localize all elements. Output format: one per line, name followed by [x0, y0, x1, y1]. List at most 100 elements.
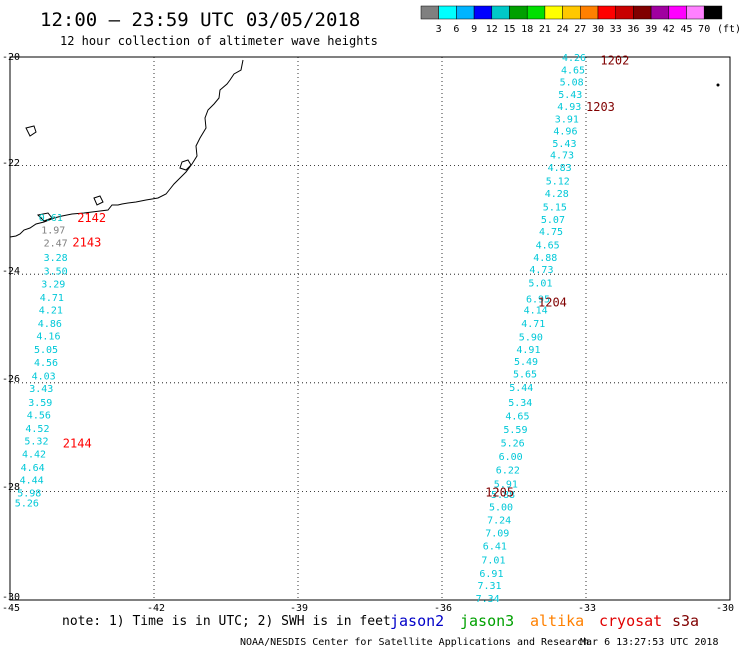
swh-value: 5.98	[17, 489, 41, 500]
map-frame	[9, 56, 731, 601]
x-tick: -30	[716, 603, 734, 614]
scale-label: 27	[574, 24, 586, 35]
swh-value: 6.00	[499, 452, 523, 463]
legend-s3a: s3a	[672, 612, 699, 630]
y-tick: -20	[2, 52, 20, 63]
scale-label: 3	[436, 24, 442, 35]
footer-credit: NOAA/NESDIS Center for Satellite Applica…	[240, 637, 589, 648]
swh-value: 7.31	[478, 581, 502, 592]
swh-value: 0.61	[39, 213, 63, 224]
satellite-legend: jason2 jason3 altika cryosat s3a	[390, 612, 699, 630]
swh-value: 5.90	[519, 333, 543, 344]
swh-value: 5.00	[489, 503, 513, 514]
scale-swatch	[668, 5, 687, 20]
swh-value: 3.59	[28, 398, 52, 409]
pass-time-label: 1202	[600, 54, 629, 68]
swh-value: 4.56	[27, 410, 51, 421]
y-tick: -28	[2, 482, 20, 493]
swh-value: 4.65	[536, 240, 560, 251]
swh-value: 5.12	[546, 176, 570, 187]
track-west: 0.61 1.97 2.47 3.28 3.50 3.29 4.71 4.21 4.86 4.16…	[15, 213, 68, 509]
swh-value: 5.43	[558, 90, 582, 101]
scale-label: 21	[539, 24, 551, 35]
swh-value: 5.07	[541, 215, 565, 226]
scale-label: 30	[592, 24, 604, 35]
swh-value: 5.01	[528, 278, 552, 289]
swh-value: 4.96	[553, 126, 577, 137]
swh-value: 5.91	[494, 479, 518, 490]
scale-label: 12	[486, 24, 498, 35]
swh-value: 3.50	[44, 266, 68, 277]
scale-swatch	[580, 5, 599, 20]
swh-value: 4.26	[562, 53, 586, 64]
swh-value: 5.44	[509, 383, 533, 394]
swh-value: 4.75	[539, 227, 563, 238]
swh-value: 4.64	[21, 463, 45, 474]
scale-swatch	[473, 5, 493, 20]
pass-time-label: 2143	[72, 236, 101, 250]
swh-value: 5.26	[501, 439, 525, 450]
swh-value: 5.08	[560, 77, 584, 88]
pass-time-label: 1204	[538, 295, 567, 309]
swh-value: 5.32	[24, 436, 48, 447]
scale-swatch	[526, 5, 546, 20]
scale-label: 33	[610, 24, 622, 35]
x-axis-ticks: -45 -42 -39 -36 -33 -30	[2, 603, 734, 614]
swh-value: 5.59	[503, 425, 527, 436]
x-tick: -36	[434, 603, 452, 614]
color-scale-unit: (ft)	[717, 24, 740, 35]
swh-value: 4.44	[20, 476, 44, 487]
scale-label: 9	[471, 24, 477, 35]
island-dot	[716, 83, 720, 87]
swh-value: 4.71	[521, 319, 545, 330]
track-time-labels: 1202 1203 1204 1205 2142 2143 2144	[63, 54, 630, 500]
scale-label: 36	[627, 24, 639, 35]
swh-value: 4.03	[32, 372, 56, 383]
scale-swatch	[509, 5, 528, 20]
scale-label: 39	[645, 24, 657, 35]
scale-label: 15	[503, 24, 515, 35]
swh-value: 5.34	[508, 398, 532, 409]
pass-time-label: 2144	[63, 437, 92, 451]
swh-value: 1.97	[41, 226, 65, 237]
y-tick: -22	[2, 158, 20, 169]
swh-value: 7.09	[485, 529, 509, 540]
swh-value: 4.14	[524, 306, 548, 317]
swh-value: 4.16	[36, 332, 60, 343]
swh-value: 5.88	[491, 490, 515, 501]
scale-swatch	[420, 5, 439, 20]
swh-value: 4.83	[548, 163, 572, 174]
swh-value: 7.24	[487, 516, 511, 527]
legend-jason2: jason2	[390, 612, 444, 630]
swh-value: 4.86	[38, 319, 62, 330]
footer-timestamp: Mar 6 13:27:53 UTC 2018	[580, 637, 718, 648]
swh-value: 4.93	[557, 102, 581, 113]
island	[93, 195, 104, 206]
gridlines	[10, 57, 730, 600]
scale-label: 70	[698, 24, 710, 35]
pass-time-label: 1205	[485, 485, 514, 499]
swh-value: 3.29	[41, 279, 65, 290]
swh-value: 4.91	[516, 345, 540, 356]
swh-value: 4.65	[505, 411, 529, 422]
scale-label: 18	[521, 24, 533, 35]
swh-value: 7.34	[476, 594, 500, 605]
swh-value: 4.56	[34, 358, 58, 369]
swh-value: 4.73	[550, 151, 574, 162]
map-subtitle: 12 hour collection of altimeter wave hei…	[60, 34, 378, 48]
scale-swatch	[562, 5, 581, 20]
scale-swatch	[650, 5, 670, 20]
track-east: 4.264.655.085.434.933.914.965.434.734.83…	[476, 53, 586, 605]
scale-label: 45	[680, 24, 692, 35]
island	[25, 125, 37, 137]
coastline	[9, 59, 244, 238]
swh-value: 4.73	[529, 265, 553, 276]
swh-value: 7.01	[481, 555, 505, 566]
scale-label: 42	[663, 24, 675, 35]
y-tick: -24	[2, 266, 20, 277]
swh-value: 5.15	[543, 202, 567, 213]
pass-time-label: 1203	[586, 100, 615, 114]
x-tick: -45	[2, 603, 20, 614]
scale-label: 24	[557, 24, 569, 35]
